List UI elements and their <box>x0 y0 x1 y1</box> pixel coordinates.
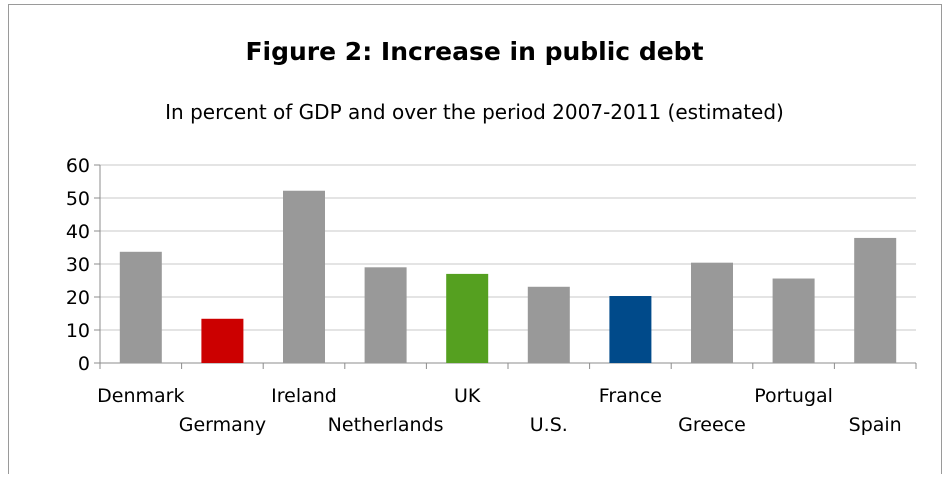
y-axis-ticks: 0 10 20 30 40 50 60 <box>66 155 90 375</box>
bar-portugal <box>772 278 815 363</box>
x-tick-label: Greece <box>678 414 746 436</box>
x-tick-label: France <box>599 385 662 407</box>
x-tick-label: Netherlands <box>328 414 444 436</box>
x-tick-label: Ireland <box>271 385 337 407</box>
chart-subtitle: In percent of GDP and over the period 20… <box>165 100 784 124</box>
bar-spain <box>854 237 897 363</box>
x-tick-label: Spain <box>849 414 902 436</box>
y-tick-label: 0 <box>78 353 90 375</box>
chart-title: Figure 2: Increase in public debt <box>245 37 704 66</box>
x-tick-label: U.S. <box>530 414 568 436</box>
y-tick-label: 50 <box>66 188 90 210</box>
bar-uk <box>446 273 489 363</box>
bar-germany <box>201 318 244 363</box>
y-tick-label: 10 <box>66 320 90 342</box>
bar-netherlands <box>364 267 407 363</box>
bar-france <box>609 296 652 363</box>
y-tick-label: 40 <box>66 221 90 243</box>
y-tick-label: 30 <box>66 254 90 276</box>
y-tick-label: 60 <box>66 155 90 177</box>
bar-greece <box>691 262 733 363</box>
bars <box>119 190 897 363</box>
bar-u-s <box>527 286 570 363</box>
bar-ireland <box>283 190 325 363</box>
bar-denmark <box>119 251 162 363</box>
y-tick-label: 20 <box>66 287 90 309</box>
x-tick-label: Denmark <box>97 385 184 407</box>
x-tick-label: UK <box>454 385 481 407</box>
x-tick-label: Germany <box>179 414 266 436</box>
x-tick-label: Portugal <box>754 385 833 407</box>
chart-frame <box>8 4 942 474</box>
